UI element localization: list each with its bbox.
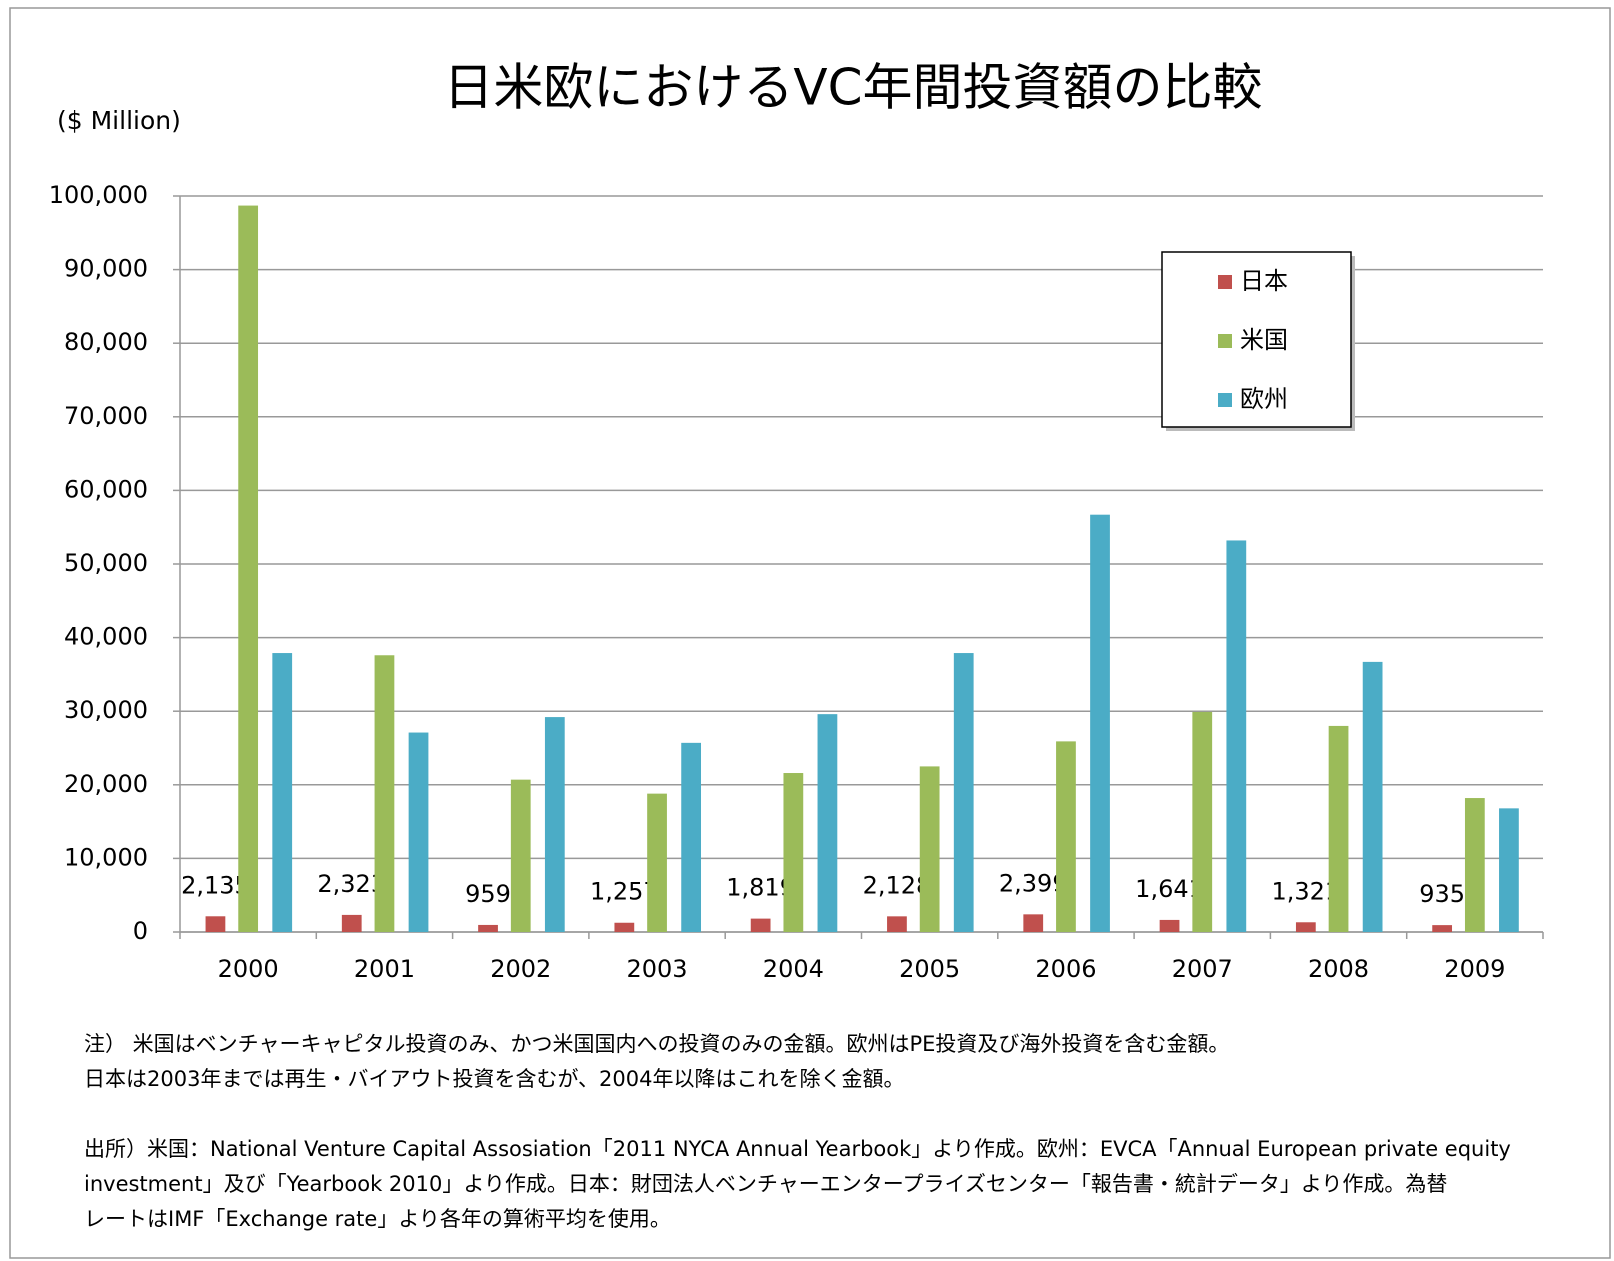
bar	[544, 717, 565, 932]
bar	[272, 653, 293, 932]
y-tick-label: 20,000	[64, 770, 148, 798]
y-tick-label: 30,000	[64, 696, 148, 724]
x-tick-label: 2008	[1308, 955, 1369, 983]
source: 出所）米国：National Venture Capital Assosiati…	[84, 1137, 1511, 1161]
y-tick-label: 90,000	[64, 255, 148, 283]
legend-box	[1161, 251, 1352, 428]
bar	[510, 779, 531, 932]
x-tick-label: 2001	[354, 955, 415, 983]
x-tick-label: 2005	[899, 955, 960, 983]
x-tick-label: 2003	[627, 955, 688, 983]
x-tick-label: 2007	[1172, 955, 1233, 983]
x-tick-label: 2000	[218, 955, 279, 983]
bar	[887, 916, 907, 932]
bar	[919, 766, 940, 932]
x-tick-label: 2002	[490, 955, 551, 983]
bar	[1226, 540, 1247, 932]
data-label: 959	[465, 880, 511, 908]
legend-swatch	[1218, 334, 1232, 348]
bar	[478, 924, 498, 932]
x-tick-label: 2009	[1444, 955, 1505, 983]
legend-swatch	[1218, 275, 1232, 289]
bar	[1432, 925, 1453, 932]
bar	[341, 914, 362, 932]
bar	[750, 918, 771, 932]
bar	[1090, 514, 1110, 932]
bar	[681, 742, 702, 932]
bar	[205, 916, 226, 932]
bar	[1159, 919, 1180, 932]
bar	[783, 773, 804, 932]
bar	[1362, 661, 1383, 932]
x-tick-label: 2006	[1035, 955, 1096, 983]
legend-label: 欧州	[1240, 385, 1288, 413]
y-tick-label: 70,000	[64, 402, 148, 430]
bar	[1192, 711, 1213, 932]
bar	[1056, 741, 1076, 932]
y-tick-label: 100,000	[49, 181, 148, 209]
bar	[408, 732, 429, 932]
y-tick-label: 10,000	[64, 843, 148, 871]
legend-label: 日本	[1240, 267, 1288, 295]
bar	[647, 793, 667, 932]
source: レートはIMF「Exchange rate」より各年の算術平均を使用。	[84, 1207, 671, 1231]
frame	[9, 7, 1611, 1259]
y-tick-label: 80,000	[64, 328, 148, 356]
bar	[953, 653, 974, 932]
data-label: 935	[1419, 880, 1465, 908]
y-tick-label: 50,000	[64, 549, 148, 577]
note: 注） 米国はベンチャーキャピタル投資のみ、かつ米国国内への投資のみの金額。欧州は…	[84, 1032, 1229, 1056]
y-tick-label: 0	[133, 917, 148, 945]
legend-swatch	[1218, 393, 1232, 407]
legend-label: 米国	[1240, 326, 1288, 354]
bar	[1295, 922, 1316, 932]
bar	[1023, 914, 1044, 932]
bar	[374, 655, 395, 932]
y-tick-label: 60,000	[64, 475, 148, 503]
bar	[817, 714, 838, 932]
chart-title: 日米欧におけるVC年間投資額の比較	[443, 59, 1262, 117]
bar	[1464, 798, 1485, 932]
y-axis-label: ($ Million)	[57, 106, 181, 135]
bar	[1328, 725, 1349, 932]
note: 日本は2003年までは再生・バイアウト投資を含むが、2004年以降はこれを除く金…	[84, 1067, 904, 1091]
source: investment」及び「Yearbook 2010」より作成。日本：財団法人…	[84, 1172, 1447, 1196]
x-tick-label: 2004	[763, 955, 824, 983]
bar	[614, 922, 635, 932]
bar	[1499, 808, 1519, 932]
y-tick-label: 40,000	[64, 623, 148, 651]
bar	[238, 205, 259, 932]
